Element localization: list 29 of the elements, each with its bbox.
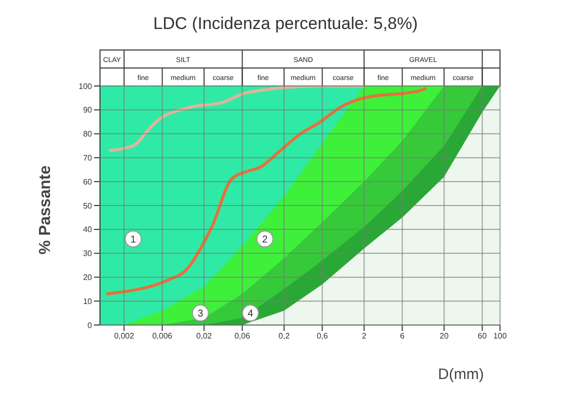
y-tick-label: 40 [83,225,93,234]
x-axis-title: D(mm) [438,366,484,383]
y-tick-label: 60 [83,177,93,186]
annotation: 1 [130,234,136,246]
x-tick-label: 0,06 [234,332,251,341]
y-tick-label: 20 [83,273,93,282]
x-tick-label: 0,002 [114,332,135,341]
y-tick-label: 50 [83,201,93,210]
y-tick-label: 30 [83,249,93,258]
y-tick-label: 70 [83,154,93,163]
annotation: 4 [248,308,254,320]
x-tick-label: 0,006 [152,332,173,341]
annotation: 2 [262,234,268,246]
y-tick-label: 90 [83,106,93,115]
y-tick-label: 0 [88,320,93,330]
x-tick-label: 20 [440,332,450,341]
x-tick-label: 100 [493,332,508,341]
y-axis-title: % Passante [37,166,55,254]
y-tick-label: 100 [78,82,93,91]
x-tick-label: 0,02 [196,332,212,341]
y-tick-label: 80 [83,130,93,139]
y-tick-label: 10 [83,296,93,306]
x-tick-label: 6 [400,332,406,341]
chart-title: LDC (Incidenza percentuale: 5,8%) [152,14,419,34]
x-tick-label: 0,2 [278,332,290,341]
annotation: 3 [198,308,204,320]
x-tick-label: 0,6 [316,332,328,341]
x-tick-label: 2 [362,332,367,341]
x-tick-label: 60 [478,332,488,341]
